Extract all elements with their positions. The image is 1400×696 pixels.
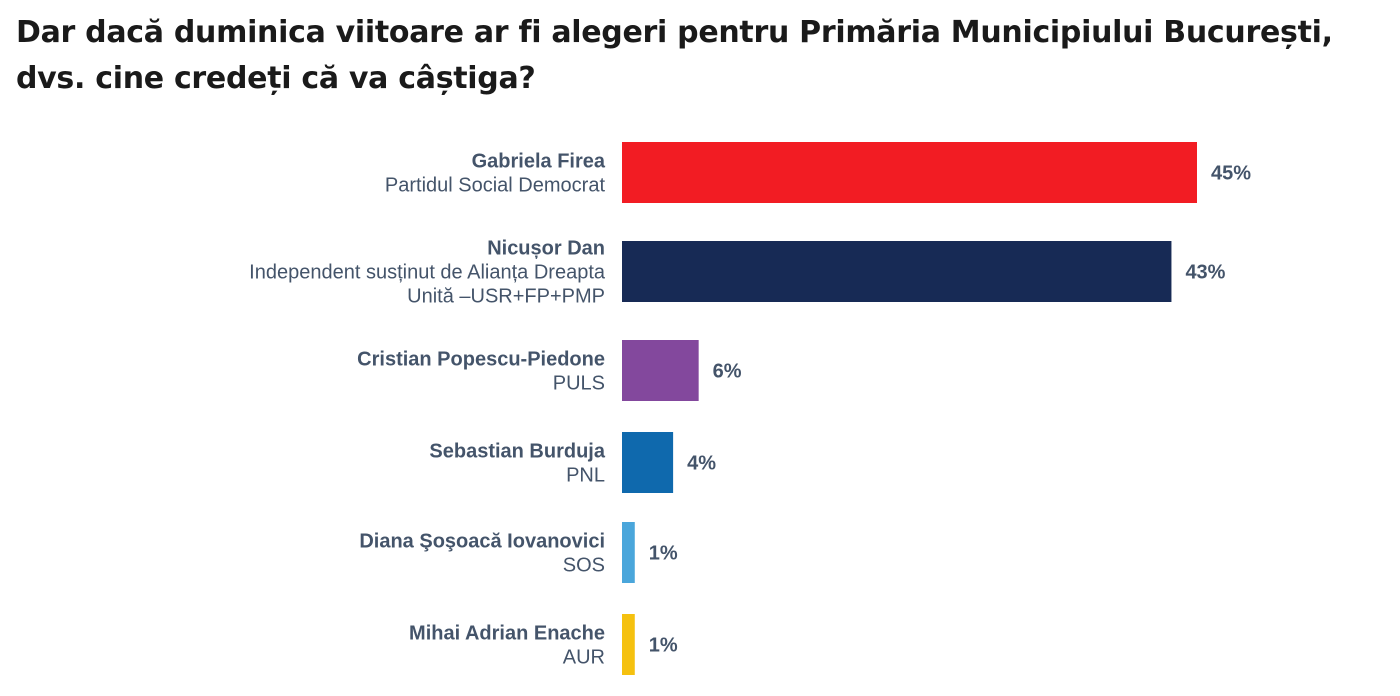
data-label: 4% (687, 453, 716, 475)
candidate-name: Sebastian Burduja (429, 441, 605, 463)
data-label: 6% (713, 361, 742, 383)
bar (622, 432, 674, 493)
bars-layer (622, 142, 1197, 675)
candidate-party: PULS (553, 373, 605, 395)
bar (622, 241, 1172, 302)
data-label: 45% (1211, 163, 1251, 185)
bar (622, 522, 635, 583)
data-label: 1% (649, 543, 678, 565)
candidate-party: PNL (566, 465, 605, 487)
candidate-party: Unită –USR+FP+PMP (407, 286, 605, 308)
bar (622, 340, 699, 401)
bar (622, 614, 635, 675)
candidate-party: AUR (563, 647, 605, 669)
candidate-name: Diana Şoşoacă Iovanovici (359, 531, 605, 553)
data-label: 1% (649, 635, 678, 657)
candidate-name: Gabriela Firea (472, 151, 606, 173)
value-labels: 45% 43% 6% 4% 1% 1% (649, 163, 1251, 657)
candidate-name: Nicușor Dan (487, 238, 605, 260)
candidate-name: Cristian Popescu-Piedone (357, 349, 605, 371)
candidate-name: Mihai Adrian Enache (409, 623, 605, 645)
candidate-party: SOS (563, 555, 605, 577)
candidate-party: Partidul Social Democrat (385, 175, 606, 197)
candidate-party: Independent susținut de Alianța Dreapta (249, 262, 606, 284)
bar (622, 142, 1197, 203)
chart-title: Dar dacă duminica viitoare ar fi alegeri… (16, 15, 1333, 96)
data-label: 43% (1185, 262, 1225, 284)
